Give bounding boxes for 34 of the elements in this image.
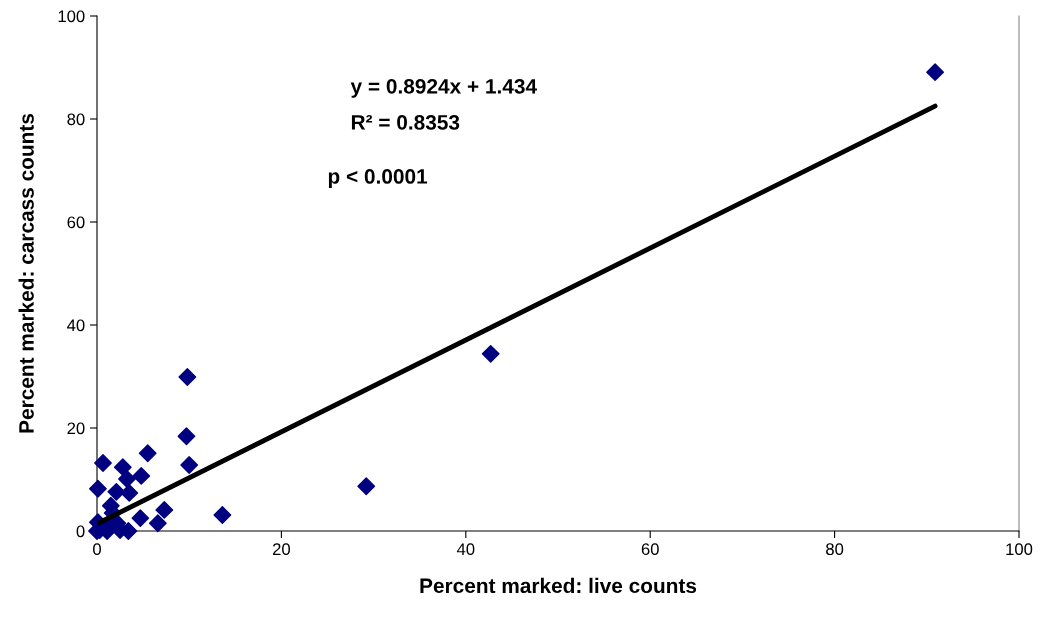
x-tick-label: 100 xyxy=(1006,543,1033,556)
y-tick-label: 20 xyxy=(67,422,85,435)
x-tick-label: 80 xyxy=(826,543,844,556)
y-tick-label: 0 xyxy=(76,525,85,538)
point xyxy=(131,509,150,528)
annotation: y = 0.8924x + 1.434 xyxy=(350,78,537,98)
x-tick-label: 0 xyxy=(93,543,101,556)
annotation: p < 0.0001 xyxy=(328,169,428,188)
point xyxy=(89,479,107,498)
x-tick-label: 60 xyxy=(641,543,659,556)
y-tick-label: 60 xyxy=(67,216,85,229)
y-tick-label: 100 xyxy=(58,10,85,23)
point xyxy=(357,477,376,496)
point xyxy=(926,63,945,82)
point xyxy=(481,344,500,363)
point xyxy=(213,506,232,524)
y-tick-label: 40 xyxy=(67,319,85,332)
point xyxy=(138,444,157,463)
x-axis-title: Percent marked: live counts xyxy=(420,577,697,594)
y-tick-label: 80 xyxy=(67,113,85,126)
x-tick-label: 40 xyxy=(456,543,475,556)
point xyxy=(113,458,132,477)
point xyxy=(148,514,167,533)
point xyxy=(118,470,136,488)
point xyxy=(178,368,197,386)
y-axis-title: Percent marked: carcass counts xyxy=(18,113,34,433)
point xyxy=(180,456,199,474)
point xyxy=(177,427,196,446)
annotation: R² = 0.8353 xyxy=(351,114,460,130)
point xyxy=(120,483,139,502)
point xyxy=(155,500,174,519)
x-tick-label: 20 xyxy=(272,543,291,556)
point xyxy=(132,466,151,485)
point xyxy=(94,454,112,472)
